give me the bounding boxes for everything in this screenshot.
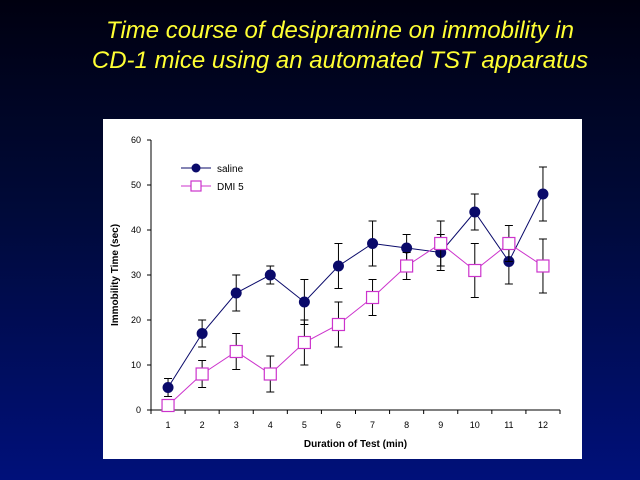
legend-marker-0 [191, 163, 201, 173]
series-0-point [298, 296, 310, 308]
series-1-point [195, 367, 209, 381]
series-0-point [196, 328, 208, 339]
series-0-point [367, 238, 379, 249]
series-0-point [230, 287, 242, 299]
x-tick-label: 1 [166, 420, 171, 430]
slide-title-line2: CD-1 mice using an automated TST apparat… [91, 47, 589, 74]
series-0-point [401, 242, 413, 254]
y-tick-label: 10 [131, 360, 141, 370]
series-1-point [161, 398, 175, 413]
series-0-point [264, 269, 276, 281]
y-tick-label: 20 [131, 315, 141, 325]
legend-label-0: saline [217, 164, 244, 175]
series-1-point [297, 335, 311, 350]
y-tick-label: 50 [131, 180, 141, 190]
x-tick-label: 6 [336, 420, 341, 430]
y-tick-label: 30 [131, 270, 141, 280]
series-1-point [229, 344, 243, 359]
x-axis-label: Duration of Test (min) [304, 439, 407, 450]
series-1-line [167, 242, 544, 406]
x-tick-label: 10 [470, 420, 480, 430]
chart-panel: 0 10 20 30 40 50 60 1 2 3 4 5 6 7 8 9 10 11 12 Duration of … [103, 119, 582, 459]
series-1-point [331, 317, 346, 332]
x-tick-label: 5 [302, 420, 307, 430]
x-tick-label: 12 [538, 420, 548, 430]
slide-title: Time course of desipramine on immobility… [0, 16, 640, 76]
series-1-point [365, 290, 380, 305]
legend-label-1: DMI 5 [217, 182, 244, 193]
slide-title-line1: Time course of desipramine on immobility… [106, 17, 574, 44]
x-tick-label: 8 [404, 420, 409, 430]
y-tick-label: 60 [131, 135, 141, 145]
y-tick-label: 0 [136, 405, 141, 415]
series-1-point [263, 367, 277, 381]
series-1-point [502, 236, 516, 251]
x-tick-label: 7 [370, 420, 375, 430]
x-tick-label: 9 [438, 420, 443, 430]
series-0-line [167, 193, 544, 388]
series-1-point [400, 259, 414, 273]
series-1-point [434, 236, 448, 251]
legend-marker-1 [190, 180, 202, 192]
series-1-point [468, 263, 482, 278]
x-tick-label: 2 [200, 420, 205, 430]
series-0-point [162, 382, 174, 393]
y-axis-label: Immobility Time (sec) [110, 224, 121, 326]
x-tick-label: 3 [234, 420, 239, 430]
series-1-point [536, 259, 550, 273]
series-0-point [332, 260, 344, 272]
x-tick-label: 4 [268, 420, 273, 430]
x-tick-label: 11 [504, 420, 513, 430]
series-0-point [469, 206, 481, 218]
y-tick-label: 40 [131, 225, 141, 235]
series-0-point [537, 188, 549, 200]
